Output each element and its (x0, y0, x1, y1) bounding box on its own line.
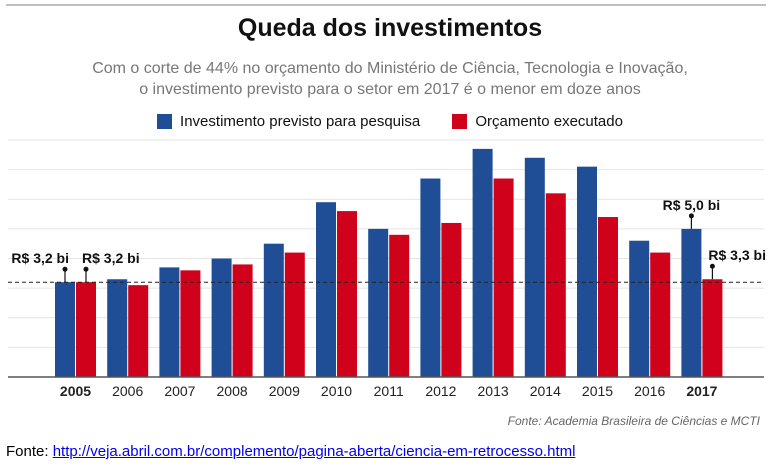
bar-previsto-2007 (159, 267, 180, 377)
x-tick-label: 2013 (478, 383, 509, 399)
bar-previsto-2011 (368, 228, 389, 377)
legend-swatch-red (452, 114, 468, 129)
bar-executado-2007 (180, 270, 201, 377)
bar-previsto-2014 (524, 157, 545, 377)
data-label: R$ 3,3 bi (708, 247, 766, 263)
chart-subtitle-line2: o investimento previsto para o setor em … (139, 81, 641, 98)
annotation-dot (688, 213, 694, 219)
x-tick-label: 2005 (60, 383, 91, 399)
bar-executado-2011 (389, 234, 410, 377)
bar-executado-2005 (76, 282, 96, 377)
x-tick-label: 2017 (686, 383, 717, 399)
chart-subtitle-line1: Com o corte de 44% no orçamento do Minis… (92, 60, 688, 77)
bar-previsto-2009 (263, 243, 284, 377)
x-tick-label: 2010 (321, 383, 352, 399)
bar-executado-2016 (650, 252, 671, 377)
top-rule (6, 4, 766, 6)
legend-swatch-blue (157, 114, 173, 129)
chart-legend: Investimento previsto para pesquisa Orça… (0, 113, 780, 133)
bar-executado-2009 (284, 252, 305, 377)
x-tick-label: 2012 (425, 383, 456, 399)
annotation-dot (62, 266, 68, 272)
annotation-dot (709, 263, 715, 269)
x-tick-label: 2015 (582, 383, 613, 399)
bar-previsto-2010 (316, 202, 336, 377)
legend-label-previsto: Investimento previsto para pesquisa (180, 113, 421, 130)
x-tick-label: 2016 (634, 383, 665, 399)
footer-link[interactable]: http://veja.abril.com.br/complemento/pag… (52, 443, 576, 460)
chart-title: Queda dos investimentos (237, 14, 543, 42)
bar-previsto-2006 (107, 279, 128, 377)
x-tick-label: 2007 (164, 383, 195, 399)
data-label: R$ 3,2 bi (11, 250, 69, 266)
annotation-dot (83, 266, 89, 272)
x-tick-label: 2011 (374, 383, 404, 399)
bar-previsto-2005 (55, 282, 75, 377)
legend-item-previsto: Investimento previsto para pesquisa (157, 113, 420, 130)
bar-previsto-2008 (211, 258, 232, 377)
bar-previsto-2013 (472, 148, 493, 377)
bar-previsto-2017 (681, 228, 702, 377)
source-note: Fonte: Academia Brasileira de Ciências e… (507, 414, 760, 428)
bar-previsto-2016 (629, 240, 650, 377)
bar-executado-2006 (128, 285, 149, 377)
data-label: R$ 3,2 bi (82, 250, 140, 266)
bar-executado-2017 (702, 279, 723, 377)
x-tick-label: 2009 (269, 383, 300, 399)
bar-previsto-2015 (577, 166, 597, 377)
footer: Fonte: http://veja.abril.com.br/compleme… (6, 443, 575, 460)
bar-executado-2014 (545, 193, 566, 377)
bar-previsto-2012 (420, 178, 441, 377)
bar-executado-2010 (337, 211, 357, 377)
bar-executado-2013 (493, 178, 514, 377)
x-tick-label: 2014 (530, 383, 561, 399)
x-tick-label: 2006 (112, 383, 143, 399)
bar-executado-2008 (232, 264, 253, 377)
data-label: R$ 5,0 bi (663, 197, 721, 213)
footer-label: Fonte: (6, 443, 53, 460)
legend-item-executado: Orçamento executado (452, 113, 623, 130)
bar-executado-2012 (441, 222, 462, 377)
x-tick-label: 2008 (217, 383, 248, 399)
legend-label-executado: Orçamento executado (475, 113, 623, 130)
bar-executado-2015 (598, 217, 618, 377)
